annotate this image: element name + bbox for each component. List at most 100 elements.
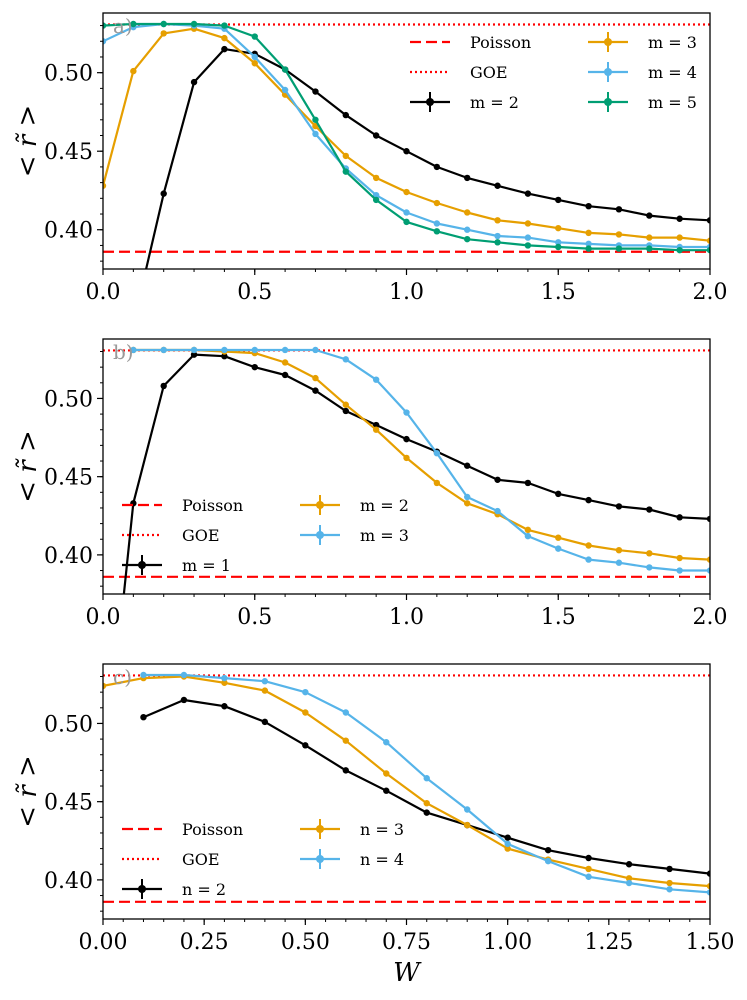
data-point-m3 [706, 237, 710, 244]
data-point-m5 [464, 235, 471, 243]
x-tick-label: 0.00 [79, 930, 128, 955]
legend-label-poisson: Poisson [470, 33, 531, 52]
data-point-m3 [615, 231, 623, 238]
data-point-m2 [342, 111, 349, 119]
legend-marker-m2 [316, 501, 324, 509]
data-point-m4 [103, 38, 107, 45]
data-point-m5 [494, 239, 501, 246]
data-point-m3 [342, 356, 349, 363]
data-point-m3 [524, 532, 532, 540]
data-point-m5 [585, 245, 592, 252]
data-point-m2 [555, 196, 562, 204]
data-point-m2 [464, 500, 471, 507]
data-point-m1 [372, 421, 380, 429]
legend-marker-n2 [138, 885, 146, 893]
y-tick-label: 0.45 [44, 791, 93, 816]
data-point-m4 [403, 209, 410, 216]
data-point-n4 [302, 688, 309, 696]
x-tick-label: 0.0 [86, 605, 121, 630]
legend-label-n3: n = 3 [360, 820, 404, 839]
data-point-m3 [372, 376, 380, 383]
data-point-m2 [706, 556, 710, 563]
data-point-m5 [706, 246, 710, 254]
data-point-m2 [403, 148, 410, 155]
data-point-m2 [494, 182, 501, 189]
y-tick-label: 0.45 [44, 140, 93, 165]
data-point-m5 [646, 245, 653, 252]
data-point-m1 [342, 407, 349, 415]
data-point-n3 [103, 682, 107, 690]
y-tick-label: 0.40 [44, 544, 93, 569]
series-line-n3 [103, 675, 710, 888]
data-point-n2 [383, 787, 390, 794]
data-point-m1 [524, 479, 532, 487]
data-point-m3 [585, 229, 592, 237]
data-point-m2 [433, 479, 441, 487]
data-point-n4 [383, 739, 390, 746]
data-point-m3 [160, 346, 167, 354]
data-point-m3 [524, 220, 532, 227]
legend-label-n2: n = 2 [182, 880, 226, 899]
panel-label: c) [113, 665, 132, 689]
series-line-m2 [133, 348, 710, 561]
data-point-m5 [676, 246, 683, 254]
legend-label-m2: m = 2 [360, 496, 409, 515]
data-point-m3 [103, 182, 107, 189]
data-point-m2 [160, 190, 167, 197]
data-point-n3 [342, 737, 349, 744]
y-tick-label: 0.50 [44, 62, 93, 87]
data-point-m2 [585, 202, 592, 210]
data-point-m2 [676, 215, 683, 222]
legend-marker-m3 [604, 38, 612, 46]
x-tick-label: 1.25 [584, 930, 633, 955]
y-axis-label: < r̃ > [13, 105, 43, 178]
legend: Poisson GOE m = 2 m = 3 m = 4 m = 5 [410, 32, 697, 112]
data-point-m5 [130, 20, 137, 28]
data-point-m5 [555, 243, 562, 251]
data-point-m3 [494, 507, 501, 515]
data-point-m5 [221, 22, 228, 29]
data-point-m3 [342, 152, 349, 160]
data-point-m3 [403, 188, 410, 196]
data-point-m1 [115, 646, 121, 652]
data-point-m5 [160, 20, 167, 28]
data-point-m3 [221, 34, 228, 42]
data-point-m3 [646, 234, 653, 241]
data-point-n4 [261, 678, 269, 685]
y-tick-label: 0.40 [44, 869, 93, 894]
data-point-m2 [615, 206, 623, 213]
legend-label-goe: GOE [182, 526, 220, 545]
x-axis-label: W [393, 958, 422, 988]
legend-label-poisson: Poisson [182, 496, 243, 515]
data-point-m2 [372, 132, 380, 139]
series-group [103, 671, 710, 896]
data-point-n4 [625, 879, 633, 887]
data-point-m2 [403, 454, 410, 462]
data-point-n3 [504, 845, 511, 852]
data-point-n2 [706, 870, 710, 877]
data-point-m3 [464, 209, 471, 216]
data-point-n4 [140, 671, 147, 679]
data-point-m3 [221, 346, 228, 354]
data-point-m5 [524, 242, 532, 249]
data-point-m2 [555, 534, 562, 541]
data-point-n3 [423, 800, 430, 807]
data-point-m1 [615, 503, 623, 510]
data-point-m5 [372, 196, 380, 204]
legend-label-m5: m = 5 [648, 93, 697, 112]
data-point-m2 [706, 217, 710, 224]
x-tick-label: 0.0 [86, 280, 121, 305]
data-point-m3 [130, 67, 137, 75]
data-point-m1 [706, 515, 710, 523]
data-point-m3 [160, 30, 167, 37]
x-tick-label: 0.5 [237, 605, 272, 630]
data-point-n3 [464, 821, 471, 829]
data-point-n2 [180, 696, 188, 704]
y-tick-label: 0.50 [44, 712, 93, 737]
data-point-n3 [666, 879, 673, 887]
data-point-m3 [555, 224, 562, 232]
x-tick-label: 0.5 [237, 280, 272, 305]
data-point-n4 [221, 674, 228, 682]
data-point-n2 [544, 846, 552, 854]
